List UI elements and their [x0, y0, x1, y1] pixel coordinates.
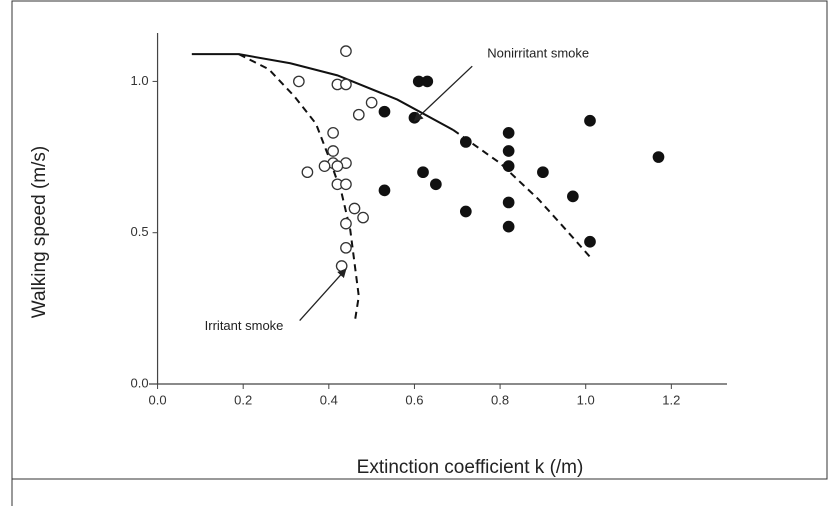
curve — [238, 53, 360, 324]
frame — [11, 0, 828, 480]
point — [365, 96, 378, 109]
point — [331, 160, 344, 172]
x-tick-label: 1.0 — [577, 392, 595, 407]
point — [348, 202, 361, 215]
annotation: Irritant smoke — [205, 318, 284, 333]
point — [502, 145, 515, 157]
point — [584, 235, 596, 248]
point — [430, 178, 442, 191]
point — [502, 127, 515, 139]
x-tick-label: 0.6 — [405, 392, 423, 407]
x-axis-label: Extinction coefficient k (/m) — [357, 457, 584, 478]
point — [378, 184, 391, 197]
annotation-arrow — [299, 268, 347, 321]
point — [421, 75, 434, 88]
curve — [452, 129, 591, 258]
x-tick-label: 1.2 — [662, 392, 680, 407]
y-tick-label: 0.5 — [130, 224, 148, 239]
y-tick-label: 0.0 — [130, 375, 148, 390]
point — [340, 78, 352, 91]
point — [502, 220, 515, 233]
point — [502, 196, 515, 209]
point — [327, 145, 339, 157]
point — [340, 45, 352, 58]
point — [352, 108, 365, 121]
annotation-arrow — [413, 65, 473, 122]
point — [340, 178, 352, 191]
point — [567, 190, 579, 203]
point — [293, 75, 305, 88]
point — [340, 217, 352, 230]
point — [459, 205, 472, 218]
point — [301, 166, 314, 179]
curve — [191, 53, 454, 131]
x-tick-label: 0.4 — [320, 392, 338, 407]
y-axis-label: Walking speed (m/s) — [29, 146, 50, 318]
point — [357, 211, 369, 224]
y-tick-label: 1.0 — [130, 73, 148, 88]
point — [318, 160, 331, 172]
x-tick-label: 0.0 — [149, 392, 167, 407]
point — [340, 241, 352, 254]
x-tick-label: 0.8 — [491, 392, 509, 407]
point — [584, 114, 596, 127]
point — [378, 105, 391, 118]
annotation: Nonirritant smoke — [487, 46, 589, 61]
point — [502, 160, 515, 172]
x-tick-label: 0.2 — [234, 392, 252, 407]
point — [327, 127, 339, 139]
point — [459, 136, 472, 148]
point — [417, 166, 429, 179]
point — [652, 151, 665, 163]
point — [537, 166, 549, 179]
